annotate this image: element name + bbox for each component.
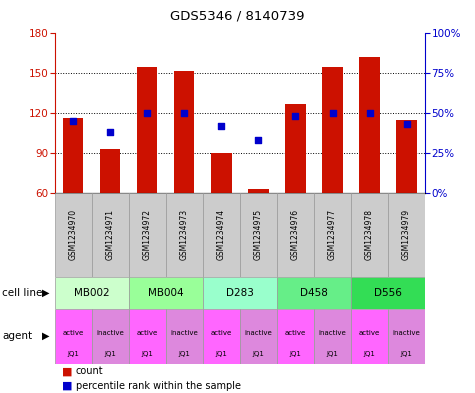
Text: inactive: inactive [171, 330, 198, 336]
Text: GSM1234979: GSM1234979 [402, 209, 411, 261]
Point [329, 110, 336, 116]
Bar [360, 57, 380, 193]
Text: active: active [63, 330, 84, 336]
Text: ▶: ▶ [42, 331, 50, 341]
Text: JQ1: JQ1 [104, 351, 116, 356]
FancyBboxPatch shape [277, 309, 314, 364]
Bar [63, 118, 83, 193]
Text: JQ1: JQ1 [290, 351, 302, 356]
Text: ■: ■ [62, 381, 72, 391]
FancyBboxPatch shape [314, 309, 351, 364]
Text: agent: agent [2, 331, 32, 341]
Text: JQ1: JQ1 [401, 351, 412, 356]
Text: JQ1: JQ1 [216, 351, 228, 356]
Text: GSM1234976: GSM1234976 [291, 209, 300, 261]
FancyBboxPatch shape [55, 309, 92, 364]
Text: active: active [137, 330, 158, 336]
Text: percentile rank within the sample: percentile rank within the sample [76, 381, 241, 391]
Text: D458: D458 [300, 288, 328, 298]
Point [180, 110, 188, 116]
Text: inactive: inactive [245, 330, 272, 336]
FancyBboxPatch shape [277, 277, 351, 309]
FancyBboxPatch shape [203, 193, 240, 277]
FancyBboxPatch shape [388, 309, 425, 364]
Text: active: active [285, 330, 306, 336]
Text: GSM1234972: GSM1234972 [143, 209, 152, 260]
FancyBboxPatch shape [277, 193, 314, 277]
Bar [248, 189, 268, 193]
FancyBboxPatch shape [55, 193, 92, 277]
Text: count: count [76, 366, 104, 376]
FancyBboxPatch shape [351, 193, 388, 277]
Text: JQ1: JQ1 [142, 351, 153, 356]
Bar [174, 70, 194, 193]
FancyBboxPatch shape [203, 309, 240, 364]
Text: GSM1234977: GSM1234977 [328, 209, 337, 261]
Bar [137, 66, 157, 193]
FancyBboxPatch shape [351, 277, 425, 309]
FancyBboxPatch shape [203, 277, 277, 309]
Text: GDS5346 / 8140739: GDS5346 / 8140739 [170, 10, 305, 23]
Text: JQ1: JQ1 [253, 351, 265, 356]
FancyBboxPatch shape [166, 193, 203, 277]
FancyBboxPatch shape [388, 193, 425, 277]
Bar [323, 66, 342, 193]
Bar [285, 104, 305, 193]
Text: D556: D556 [374, 288, 402, 298]
FancyBboxPatch shape [166, 309, 203, 364]
Text: GSM1234971: GSM1234971 [106, 209, 114, 260]
Text: inactive: inactive [319, 330, 346, 336]
Point [292, 113, 299, 119]
Text: inactive: inactive [393, 330, 420, 336]
Point [255, 137, 262, 143]
Text: GSM1234973: GSM1234973 [180, 209, 189, 261]
Point [106, 129, 114, 135]
Text: GSM1234974: GSM1234974 [217, 209, 226, 261]
Text: inactive: inactive [96, 330, 124, 336]
Text: ▶: ▶ [42, 288, 50, 298]
Bar [100, 149, 120, 193]
Text: GSM1234975: GSM1234975 [254, 209, 263, 261]
FancyBboxPatch shape [240, 193, 277, 277]
FancyBboxPatch shape [314, 193, 351, 277]
Text: MB002: MB002 [74, 288, 109, 298]
Point [143, 110, 151, 116]
FancyBboxPatch shape [55, 277, 129, 309]
Point [403, 121, 410, 127]
Text: ■: ■ [62, 366, 72, 376]
Bar [211, 153, 231, 193]
Text: JQ1: JQ1 [364, 351, 376, 356]
Text: JQ1: JQ1 [179, 351, 190, 356]
Text: cell line: cell line [2, 288, 43, 298]
Text: active: active [211, 330, 232, 336]
Point [218, 123, 225, 129]
Text: GSM1234970: GSM1234970 [69, 209, 77, 261]
FancyBboxPatch shape [129, 193, 166, 277]
Point [69, 118, 77, 124]
Point [366, 110, 373, 116]
Text: GSM1234978: GSM1234978 [365, 209, 374, 260]
FancyBboxPatch shape [92, 193, 129, 277]
FancyBboxPatch shape [129, 309, 166, 364]
Text: active: active [359, 330, 380, 336]
Text: JQ1: JQ1 [67, 351, 79, 356]
FancyBboxPatch shape [240, 309, 277, 364]
Text: JQ1: JQ1 [327, 351, 338, 356]
Bar [397, 119, 417, 193]
FancyBboxPatch shape [351, 309, 388, 364]
FancyBboxPatch shape [92, 309, 129, 364]
FancyBboxPatch shape [129, 277, 203, 309]
Text: MB004: MB004 [148, 288, 184, 298]
Text: D283: D283 [226, 288, 254, 298]
